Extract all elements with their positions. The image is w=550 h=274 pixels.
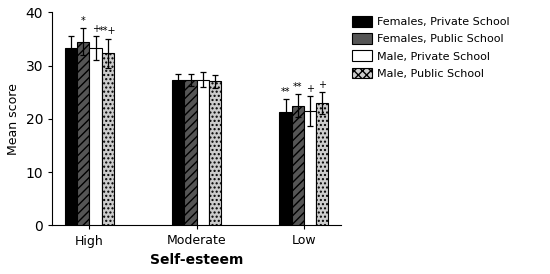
Bar <box>102 53 114 226</box>
Bar <box>65 48 78 226</box>
Bar <box>184 80 196 226</box>
Y-axis label: Mean score: Mean score <box>7 83 20 155</box>
Text: +: + <box>318 80 326 90</box>
Text: **+: **+ <box>99 26 117 36</box>
Text: +: + <box>91 24 100 34</box>
Bar <box>78 42 90 226</box>
Text: +: + <box>306 84 313 94</box>
Bar <box>304 111 316 226</box>
Bar <box>90 48 102 226</box>
Text: *: * <box>81 16 86 26</box>
Bar <box>172 80 184 226</box>
Bar <box>292 106 304 226</box>
Bar <box>279 112 292 226</box>
Text: **: ** <box>280 87 290 97</box>
Bar <box>316 103 328 226</box>
Legend: Females, Private School, Females, Public School, Male, Private School, Male, Pub: Females, Private School, Females, Public… <box>349 14 512 81</box>
Text: **: ** <box>293 82 303 92</box>
X-axis label: Self-esteem: Self-esteem <box>150 253 243 267</box>
Bar <box>208 81 221 226</box>
Bar <box>196 79 208 226</box>
